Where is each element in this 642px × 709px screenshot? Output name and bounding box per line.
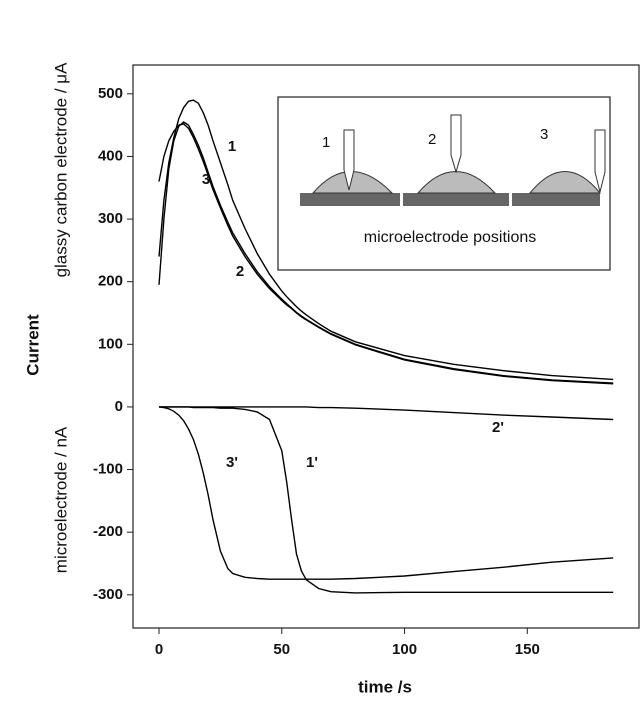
y-tick-label: -200 — [93, 523, 123, 540]
inset-label: 1 — [322, 134, 330, 151]
series-label: 3' — [226, 454, 238, 471]
line — [159, 406, 614, 421]
x-axis-label: time /s — [358, 677, 412, 696]
x-tick-label: 150 — [515, 641, 540, 658]
line — [158, 406, 614, 580]
droplet — [528, 171, 602, 194]
inset-caption: microelectrode positions — [364, 229, 537, 246]
y-axis-label-upper: glassy carbon electrode / μA — [51, 62, 70, 278]
series-label: 2 — [236, 263, 244, 280]
y-tick-label: 0 — [115, 398, 123, 415]
series-label: 2' — [492, 419, 504, 436]
inset-label: 2 — [428, 131, 436, 148]
microelectrode — [343, 129, 355, 191]
series-label: 1' — [306, 454, 318, 471]
microelectrode — [450, 114, 462, 174]
x-tick-label: 100 — [392, 641, 417, 658]
substrate — [300, 193, 400, 206]
y-tick-label: 100 — [98, 335, 123, 352]
substrate — [512, 193, 600, 206]
y-tick-label: 200 — [98, 273, 123, 290]
line — [158, 123, 614, 385]
x-tick-label: 50 — [273, 641, 290, 658]
y-tick-label: 500 — [98, 85, 123, 102]
microelectrode — [594, 129, 606, 193]
inset: 1 2 3 microelectrode positions — [277, 96, 611, 271]
series-label: 3 — [202, 171, 210, 188]
droplet — [416, 171, 497, 194]
droplet — [311, 171, 394, 194]
y-tick-label: 300 — [98, 210, 123, 227]
y-tick-label: -100 — [93, 461, 123, 478]
inset-label: 3 — [540, 126, 548, 143]
x-tick-label: 0 — [155, 641, 163, 658]
series-label: 1 — [228, 138, 236, 155]
substrate — [403, 193, 509, 206]
plot-frame — [132, 64, 640, 629]
y-axis-label-lower: microelectrode / nA — [51, 426, 70, 573]
line — [159, 406, 614, 594]
y-tick-label: 400 — [98, 147, 123, 164]
line — [158, 99, 614, 381]
y-tick-label: -300 — [93, 586, 123, 603]
y-axis-label: Current — [23, 314, 42, 376]
